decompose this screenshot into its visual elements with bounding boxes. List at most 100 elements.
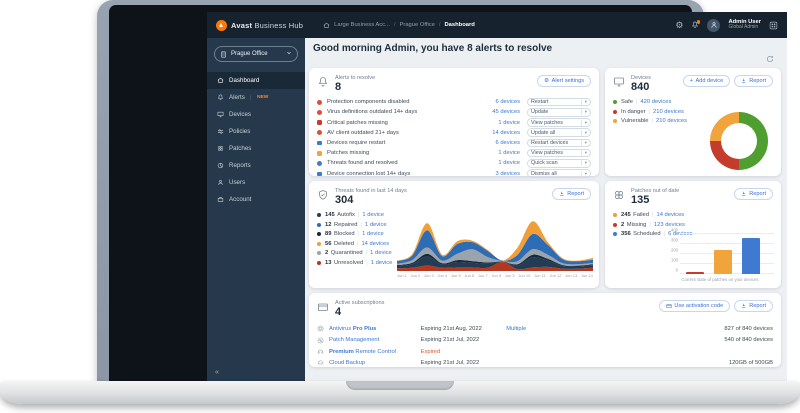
alert-action-label: Update all	[531, 129, 556, 136]
legend-dot	[613, 100, 617, 105]
chevron-down-icon: ▾	[581, 160, 587, 167]
alert-row: Threats found and resolved 1 device Quic…	[317, 158, 591, 168]
patch-management-icon	[317, 337, 329, 344]
subscription-row: Antivirus Pro Plus Expiring 21st Aug, 20…	[317, 323, 773, 334]
x-axis-tick: Jun 4	[437, 273, 448, 278]
alerts-card: Alerts to resolve 8 ⚙ Alert settings Prot…	[309, 68, 599, 178]
legend-value-link[interactable]: 1 device	[362, 231, 384, 238]
bar-chart-caption: Current state of patches on your devices	[681, 277, 759, 282]
subscription-expiry: Expiring 21st Jul, 2022	[420, 337, 480, 344]
legend-value-link[interactable]: 210 devices	[653, 108, 684, 115]
sidebar-item-account[interactable]: Account	[207, 191, 305, 208]
sidebar-item-alerts[interactable]: Alerts | NEW	[207, 89, 305, 106]
alert-action-select[interactable]: View patches ▾	[527, 148, 591, 158]
alert-action-select[interactable]: Restart devices ▾	[527, 138, 591, 148]
home-icon[interactable]	[323, 22, 330, 29]
topbar-actions: ⚙ Admin User Global Admin	[675, 18, 778, 32]
user-block[interactable]: Admin User Global Admin	[728, 19, 761, 31]
alert-status-icon	[317, 160, 322, 166]
alert-devices-link[interactable]: 1 device	[498, 160, 520, 167]
alert-row: Protection components disabled 6 devices…	[317, 97, 591, 107]
alert-action-select[interactable]: Update ▾	[527, 108, 591, 117]
site-selector[interactable]: Prague Office	[214, 46, 298, 62]
legend-value-link[interactable]: 6 devices	[668, 231, 693, 238]
patches-legend: 245 Failed | 14 devices 2 Missing | 123 device…	[613, 212, 773, 237]
alert-row: Critical patches missing 1 device View p…	[317, 117, 591, 127]
subscriptions-count: 4	[335, 306, 342, 318]
legend-separator: |	[357, 212, 360, 219]
sidebar-item-label: Policies	[229, 128, 251, 135]
add-device-button[interactable]: + Add device	[682, 75, 731, 87]
sidebar-item-patches[interactable]: Patches	[207, 140, 305, 157]
legend-count: 12	[325, 221, 332, 228]
apps-grid-icon[interactable]	[769, 21, 778, 30]
sidebar-item-policies[interactable]: Policies	[207, 123, 305, 140]
threats-count: 304	[335, 194, 354, 206]
legend-value-link[interactable]: 420 devices	[640, 99, 672, 106]
donut-hole	[721, 123, 757, 159]
patches-report-button[interactable]: Report	[734, 188, 773, 200]
alert-action-label: Dismiss all	[531, 170, 557, 177]
alert-action-select[interactable]: View patches ▾	[527, 118, 591, 127]
sidebar-collapse-icon[interactable]: «	[215, 369, 219, 376]
alerts-card-label: Alerts to resolve	[335, 75, 376, 81]
subscription-extra-link[interactable]: Multiple	[506, 325, 527, 332]
subscription-name-link[interactable]: Patch Management	[329, 337, 380, 344]
sidebar-item-dashboard[interactable]: Dashboard	[207, 72, 305, 89]
legend-separator: |	[663, 231, 666, 238]
alert-action-select[interactable]: Dismiss all ▾	[527, 169, 591, 178]
settings-gear-icon[interactable]: ⚙	[675, 19, 684, 30]
legend-value-link[interactable]: 1 device	[370, 260, 393, 267]
threats-report-label: Report	[567, 191, 584, 197]
alert-action-select[interactable]: Restart ▾	[527, 97, 591, 107]
legend-value-link[interactable]: 1 device	[370, 250, 392, 257]
legend-label: Scheduled	[633, 231, 661, 238]
legend-value-link[interactable]: 1 device	[365, 221, 387, 228]
add-device-label: Add device	[695, 78, 724, 84]
threats-report-button[interactable]: Report	[552, 188, 591, 200]
alert-devices-link[interactable]: 6 devices	[495, 99, 521, 106]
alert-action-select[interactable]: Quick scan ▾	[527, 159, 591, 168]
subscription-name-link[interactable]: Premium Remote Control	[329, 348, 397, 355]
subscription-name-link[interactable]: Antivirus Pro Plus	[329, 325, 377, 332]
alert-label: Patches missing	[327, 150, 370, 157]
legend-dot	[613, 213, 617, 218]
alert-devices-link[interactable]: 6 devices	[495, 139, 521, 146]
legend-value-link[interactable]: 123 devices	[653, 221, 685, 228]
subscriptions-report-button[interactable]: Report	[734, 300, 773, 312]
breadcrumb-site[interactable]: Prague Office	[399, 22, 435, 28]
chevron-down-icon: ▾	[581, 119, 587, 126]
alert-label: AV client outdated 21+ days	[327, 129, 399, 136]
legend-value-link[interactable]: 1 device	[362, 212, 385, 219]
subscription-usage: 540 of 840 devices	[724, 337, 774, 344]
alert-devices-link[interactable]: 3 devices	[495, 170, 521, 177]
sidebar-item-users[interactable]: Users	[207, 174, 305, 191]
sidebar-item-label: Users	[229, 179, 246, 186]
refresh-icon[interactable]	[766, 55, 774, 63]
page-title: Good morning Admin, you have 8 alerts to…	[313, 43, 553, 54]
breadcrumb-account[interactable]: Large Business Acc...	[334, 22, 390, 28]
legend-dot	[613, 109, 617, 114]
sidebar-item-reports[interactable]: Reports	[207, 157, 305, 174]
sidebar-item-devices[interactable]: Devices	[207, 106, 305, 123]
subscription-name-link[interactable]: Cloud Backup	[329, 359, 366, 366]
y-axis-tick: 400	[671, 227, 678, 232]
alert-status-icon	[317, 130, 322, 136]
alert-devices-link[interactable]: 45 devices	[492, 109, 520, 116]
alerts-bell-icon	[217, 94, 224, 101]
legend-value-link[interactable]: 210 devices	[656, 118, 687, 125]
legend-value-link[interactable]: 14 devices	[361, 240, 390, 247]
notifications-bell-icon[interactable]	[691, 20, 701, 29]
avatar[interactable]	[707, 18, 721, 32]
alert-devices-link[interactable]: 14 devices	[492, 129, 520, 136]
alert-action-select[interactable]: Update all ▾	[527, 128, 591, 138]
reports-pie-icon	[217, 162, 224, 169]
legend-value-link[interactable]: 14 devices	[656, 212, 685, 219]
legend-separator: |	[365, 250, 368, 257]
alert-devices-link[interactable]: 1 device	[498, 119, 520, 126]
breadcrumb-separator: /	[438, 22, 441, 28]
use-activation-code-button[interactable]: Use activation code	[658, 300, 731, 312]
alert-devices-link[interactable]: 1 device	[498, 150, 520, 157]
devices-report-button[interactable]: Report	[734, 75, 773, 87]
alert-settings-button[interactable]: ⚙ Alert settings	[537, 75, 591, 87]
